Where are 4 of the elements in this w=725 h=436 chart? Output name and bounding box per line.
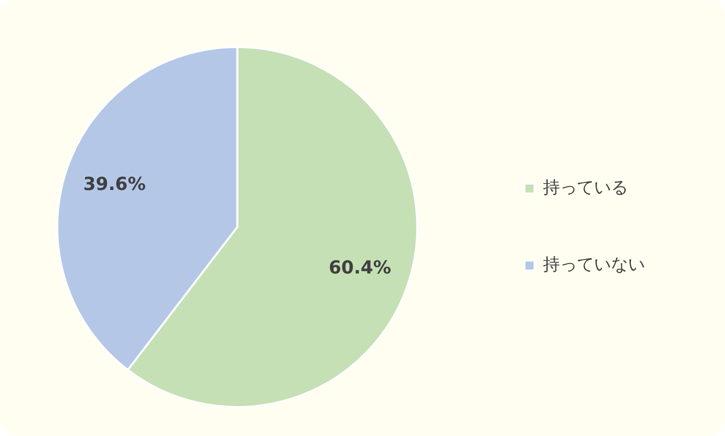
data-label: 60.4% — [328, 257, 392, 278]
legend-label: 持っていない — [543, 254, 645, 275]
legend-label: 持っている — [543, 178, 628, 198]
data-label: 39.6% — [83, 174, 146, 196]
